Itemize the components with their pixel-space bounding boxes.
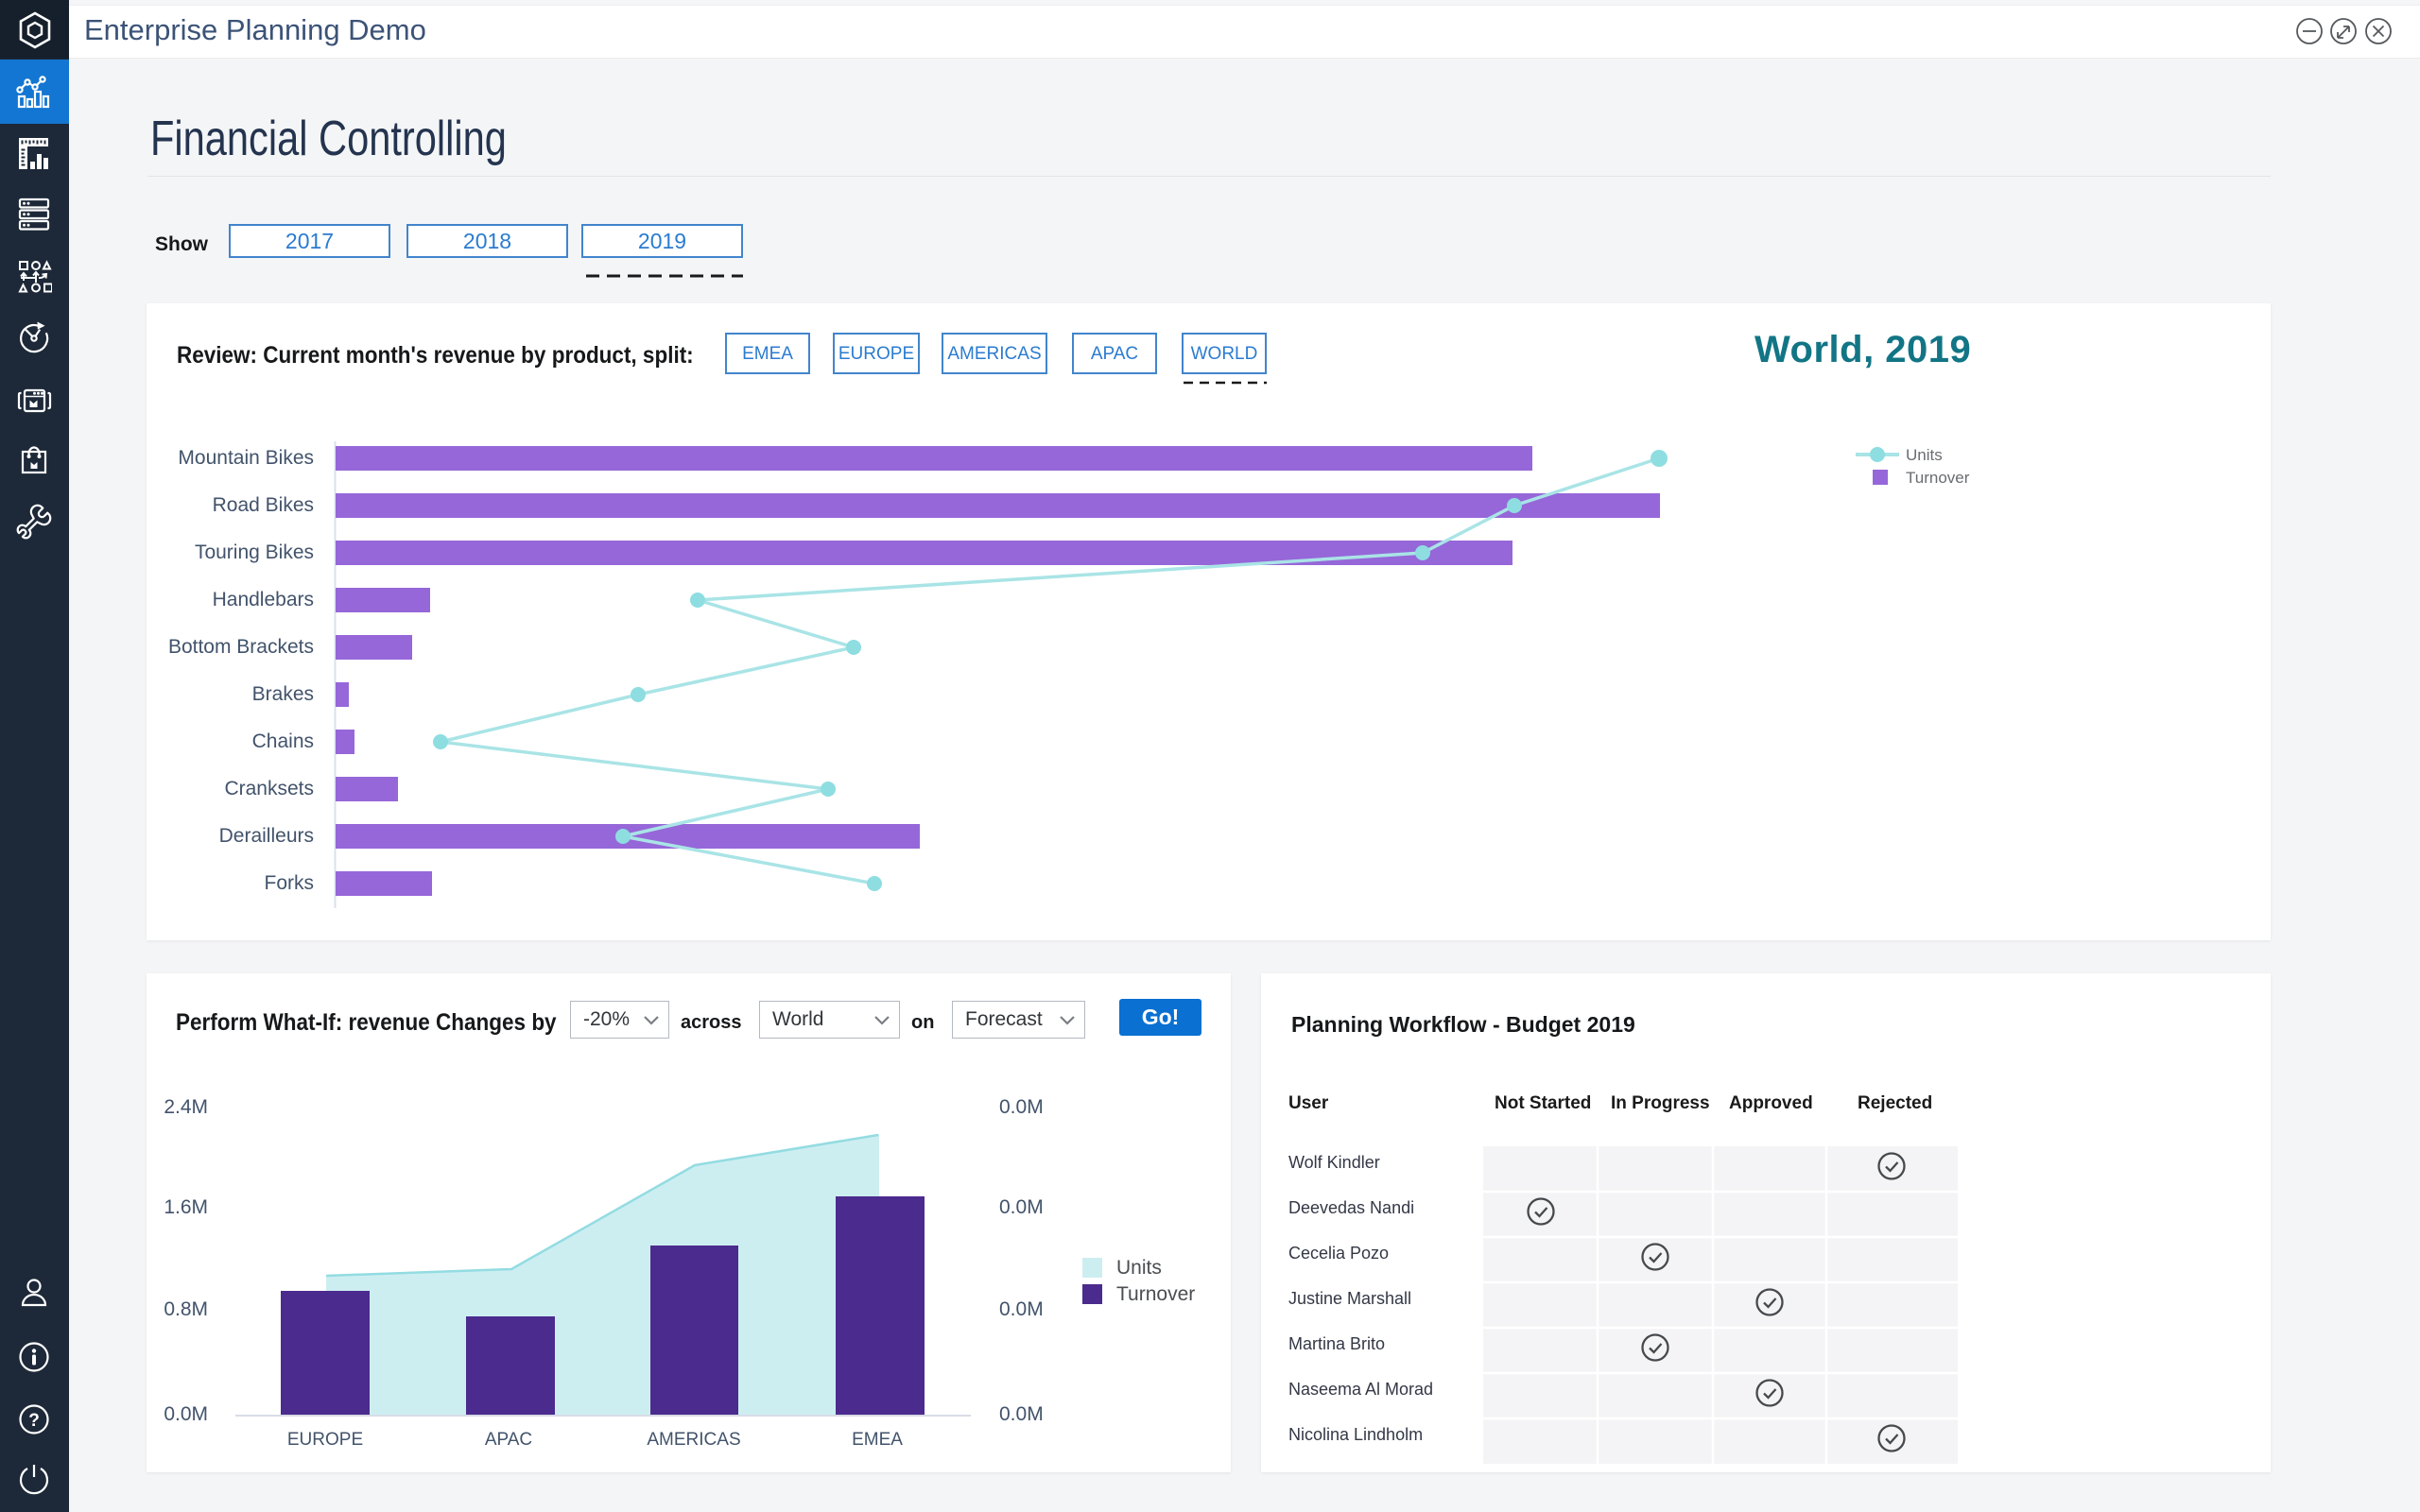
svg-text:?: ? bbox=[28, 1411, 40, 1431]
